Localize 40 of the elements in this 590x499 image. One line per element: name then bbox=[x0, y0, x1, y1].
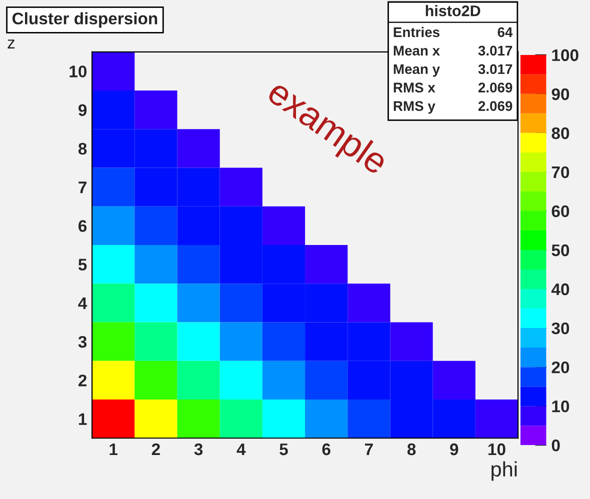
x-tick-label: 1 bbox=[110, 444, 118, 456]
color-bar-label: 40 bbox=[551, 283, 570, 296]
color-bar-label: 20 bbox=[552, 361, 570, 374]
y-tick-label: 10 bbox=[70, 66, 86, 78]
y-tick-label: 6 bbox=[78, 220, 87, 232]
y-tick-label: 9 bbox=[78, 104, 87, 116]
text: RMS y 2.069 bbox=[394, 101, 512, 114]
color-bar-label: 10 bbox=[552, 400, 570, 412]
x-tick-label: 2 bbox=[152, 443, 160, 456]
x-tick-label: 8 bbox=[407, 443, 416, 456]
y-tick-label: 5 bbox=[78, 258, 87, 271]
x-tick-label: 3 bbox=[194, 443, 203, 456]
x-tick-label: 4 bbox=[236, 444, 246, 456]
color-bar-label: 0 bbox=[552, 440, 560, 452]
y-tick-label: 4 bbox=[78, 298, 88, 309]
color-bar-label: 100 bbox=[552, 49, 578, 62]
color-bar-label: 50 bbox=[552, 244, 570, 256]
text: Mean y 3.017 bbox=[394, 64, 512, 77]
color-bar-label: 30 bbox=[552, 322, 570, 334]
y-tick-label: 2 bbox=[78, 374, 87, 386]
color-bar-label: 90 bbox=[552, 88, 570, 100]
color-bar-label: 60 bbox=[552, 205, 570, 218]
color-bar-label: 70 bbox=[552, 166, 570, 178]
text: histo2D bbox=[426, 5, 480, 16]
text: Entries 64 bbox=[394, 26, 513, 38]
y-axis-title: z bbox=[8, 40, 15, 48]
x-tick-label: 10 bbox=[488, 443, 506, 456]
x-tick-label: 6 bbox=[322, 443, 330, 456]
chart-title: Cluster dispersion bbox=[12, 12, 158, 28]
y-tick-label: 3 bbox=[78, 336, 87, 348]
x-tick-label: 5 bbox=[280, 444, 288, 456]
text: RMS x 2.069 bbox=[394, 82, 512, 92]
y-tick-label: 7 bbox=[78, 182, 86, 194]
x-tick-label: 7 bbox=[365, 444, 373, 456]
text: Mean x 3.017 bbox=[394, 46, 512, 56]
color-bar-label: 80 bbox=[552, 127, 570, 140]
y-tick-label: 8 bbox=[78, 142, 87, 155]
x-axis-title: phi bbox=[492, 461, 517, 481]
x-tick-label: 9 bbox=[450, 443, 458, 456]
y-tick-label: 1 bbox=[78, 413, 87, 425]
